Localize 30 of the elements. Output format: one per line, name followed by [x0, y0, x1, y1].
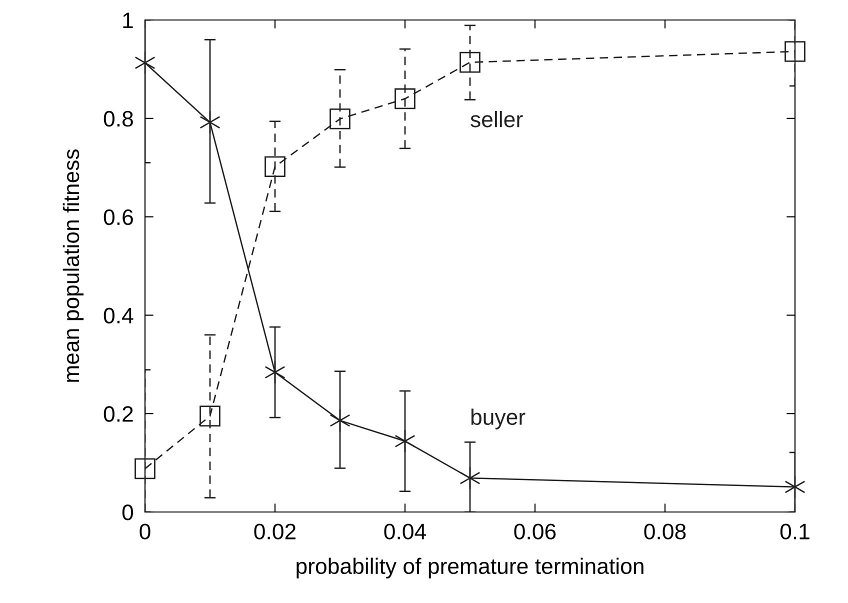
- point: [264, 156, 286, 178]
- y-tick-label: 0.4: [104, 308, 134, 324]
- x-tick-label: 0.1: [780, 524, 810, 540]
- series-label: seller: [470, 110, 523, 128]
- point: [784, 475, 806, 499]
- y-tick-label: 0.6: [104, 209, 133, 226]
- x-tick-label: 0.04: [384, 524, 426, 540]
- x-tick-label: 0.08: [644, 524, 686, 540]
- point: [784, 41, 806, 62]
- point: [200, 110, 220, 134]
- x-tick-label: 0: [140, 524, 150, 540]
- y-tick-label: 1: [123, 12, 133, 28]
- point: [264, 360, 286, 384]
- x-axis-title: probability of premature termination: [296, 558, 644, 578]
- point: [330, 108, 350, 130]
- point: [460, 466, 480, 490]
- series-label: buyer: [471, 408, 526, 430]
- y-tick-label: 0.8: [104, 110, 133, 127]
- point: [134, 51, 156, 75]
- y-tick-label: 0.2: [104, 406, 133, 422]
- point: [134, 458, 156, 480]
- y-axis-title: mean population fitness: [62, 149, 84, 382]
- point: [394, 429, 416, 453]
- x-tick-label: 0.06: [514, 524, 556, 540]
- point: [394, 88, 416, 110]
- point: [200, 406, 220, 426]
- point: [330, 408, 350, 432]
- point: [460, 52, 480, 73]
- x-tick-label: 0.02: [254, 524, 296, 540]
- y-tick-label: 0: [122, 504, 134, 520]
